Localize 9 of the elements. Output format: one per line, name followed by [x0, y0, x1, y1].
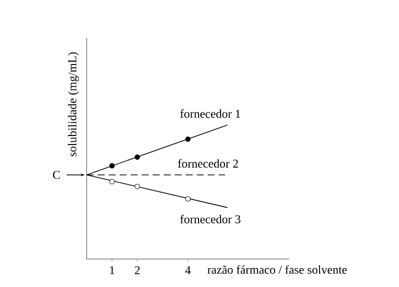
x-tick-label: 1: [110, 266, 114, 274]
series-label: fornecedor 3: [180, 214, 240, 224]
series-label: fornecedor 1: [180, 109, 240, 118]
y-axis-title: solubilidade (mg/mL): [68, 52, 79, 156]
x-tick-label: 2: [134, 266, 140, 274]
text: C: [52, 170, 60, 179]
x-tick-label: 4: [185, 266, 191, 274]
series-label: fornecedor 2: [178, 159, 238, 168]
x-axis-title: razão fármaco / fase solvente: [208, 265, 347, 274]
